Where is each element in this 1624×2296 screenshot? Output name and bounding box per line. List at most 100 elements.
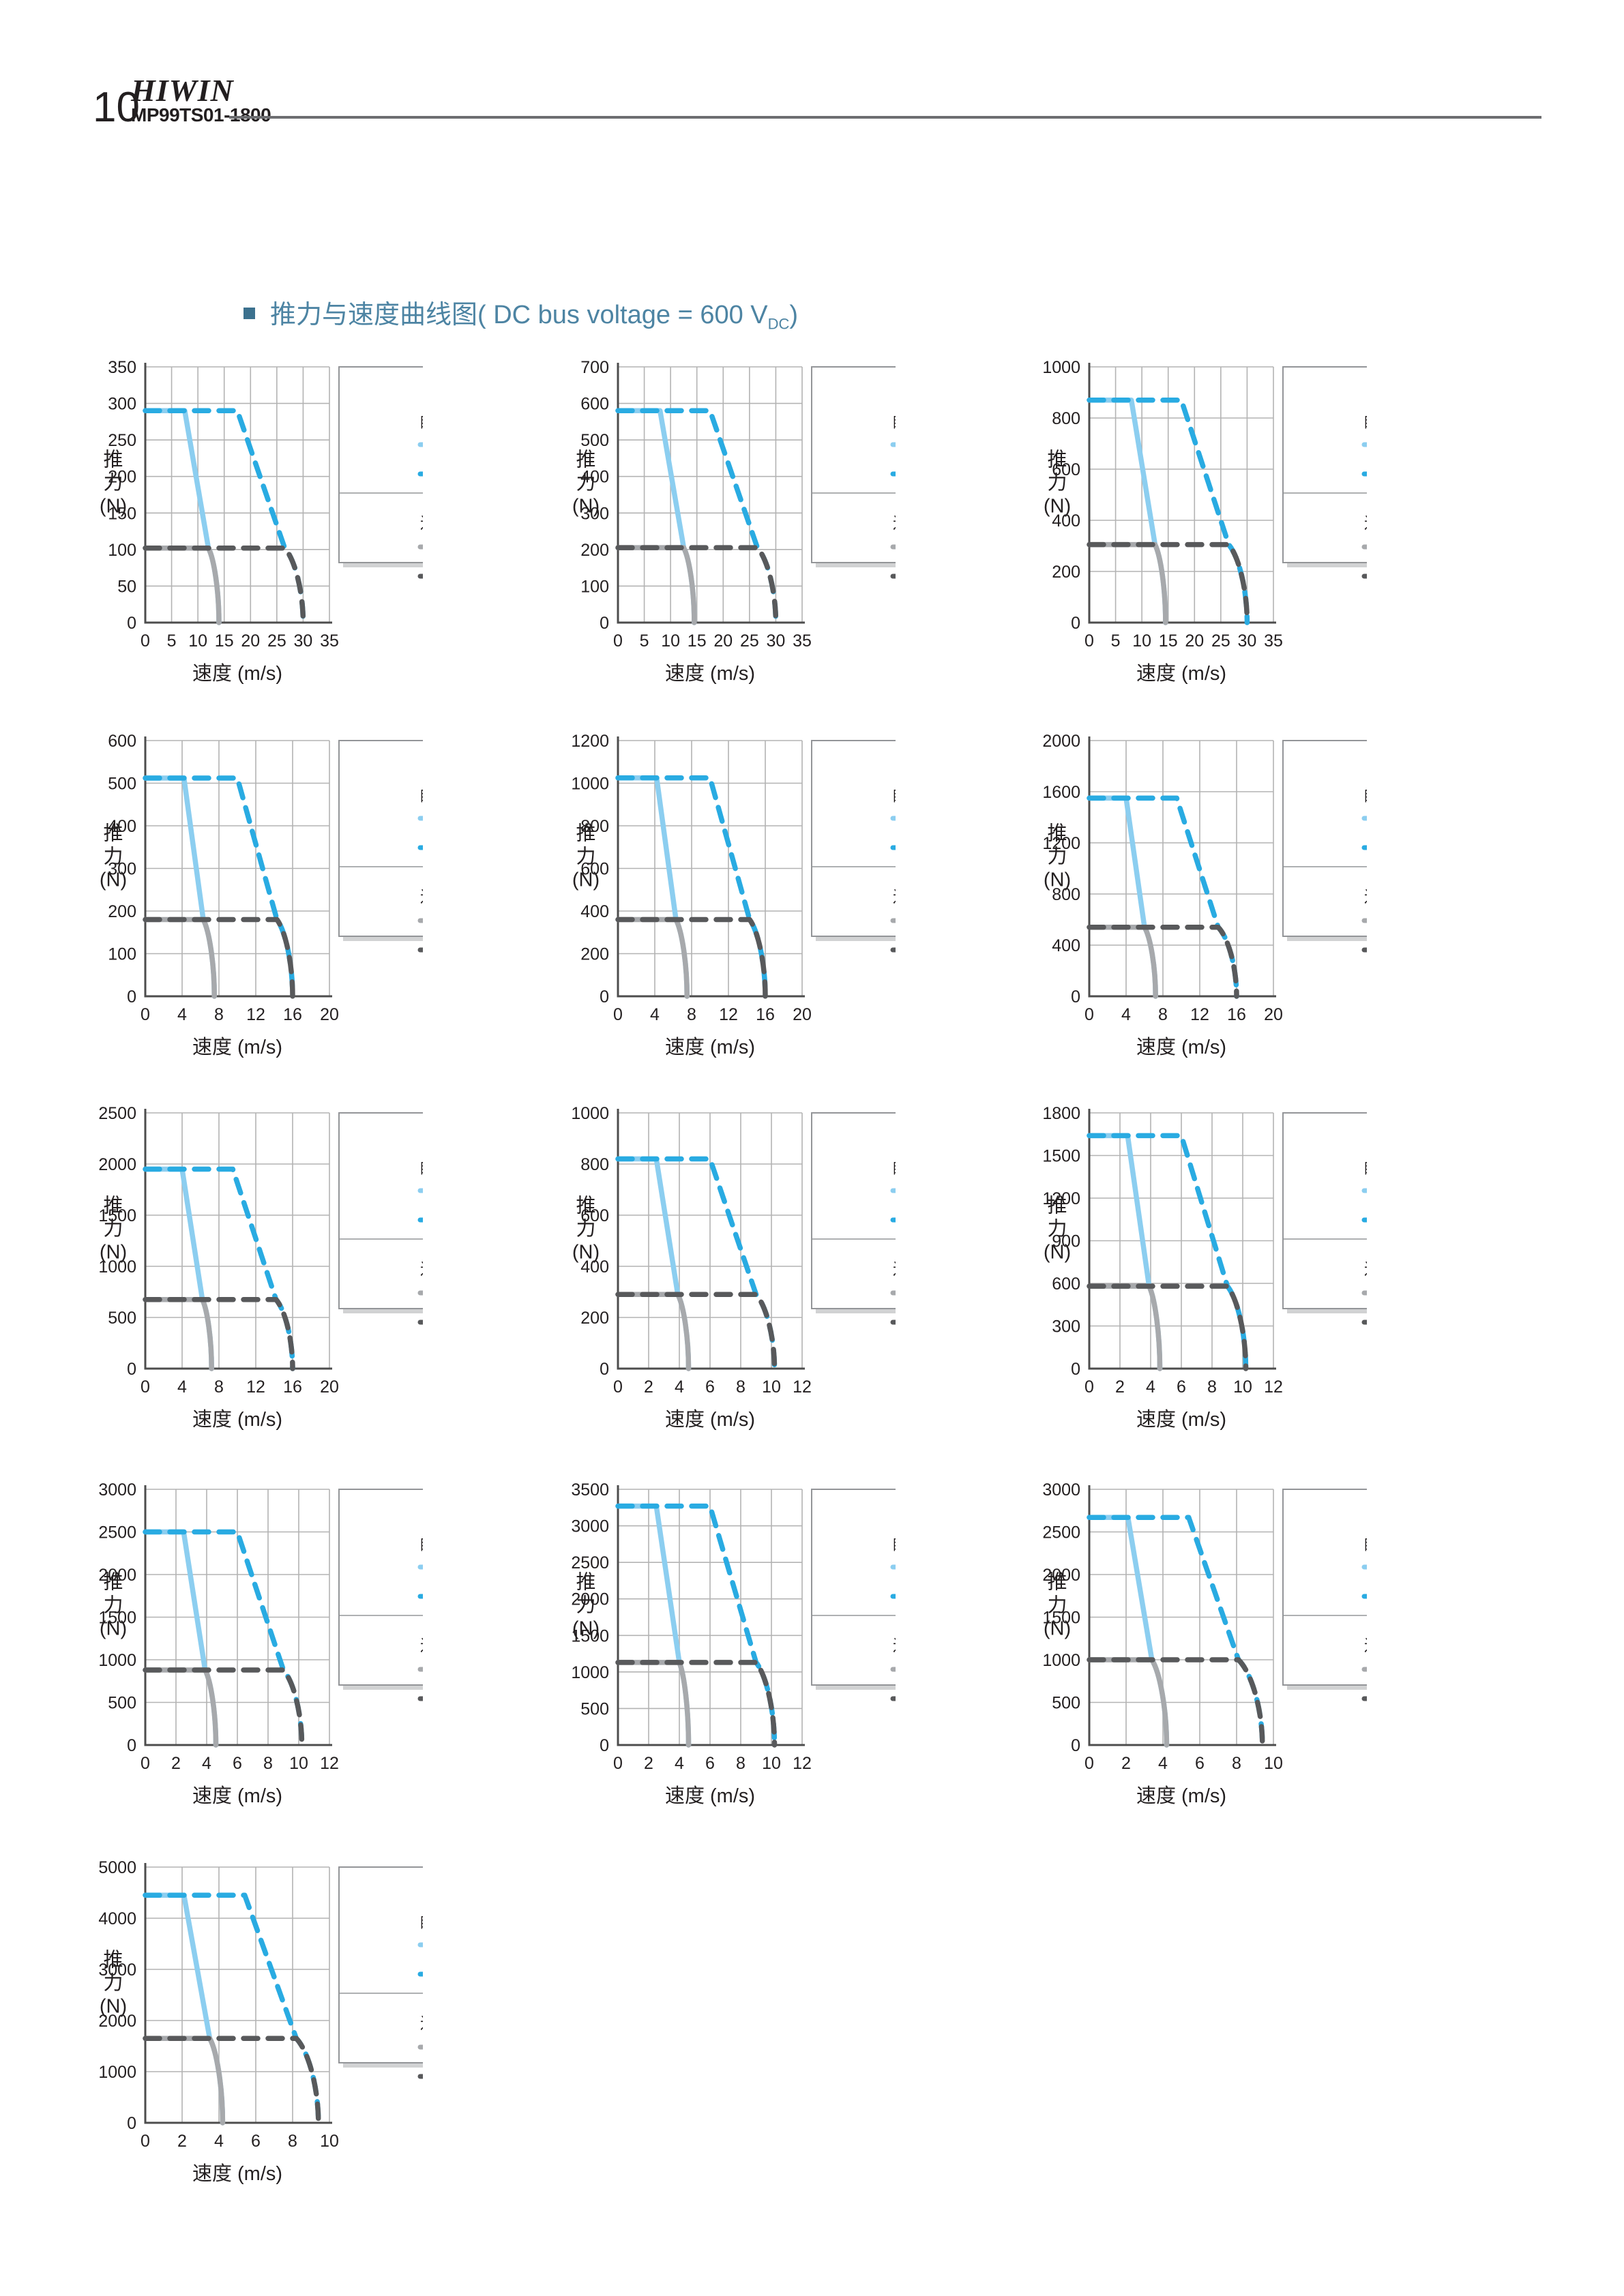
- y-axis-title-line: (N): [572, 869, 600, 891]
- x-tick-label: 6: [705, 1754, 715, 1773]
- x-tick-label: 20: [241, 631, 260, 651]
- y-tick-label: 200: [108, 468, 136, 487]
- x-tick-label: 35: [1264, 631, 1283, 651]
- y-tick-label: 2500: [1042, 1523, 1080, 1542]
- x-tick-label: 30: [767, 631, 786, 651]
- series-lines: [1087, 1515, 1265, 1748]
- series-lmsa23-fp-solid: [1087, 795, 1158, 999]
- series-lmsa22-fp-solid: [615, 775, 690, 999]
- x-tick-label: 0: [613, 1754, 623, 1773]
- legend-fp-title: 瞬间推力Fp: [1364, 1160, 1367, 1178]
- x-tick-label: 15: [688, 631, 707, 651]
- x-axis-title: 速度 (m/s): [665, 1036, 755, 1058]
- y-tick-label: 200: [1052, 563, 1080, 582]
- y-tick-label: 1800: [1042, 1104, 1080, 1123]
- y-tick-label: 2000: [98, 2012, 136, 2031]
- x-tick-label: 25: [267, 631, 286, 651]
- series-lmsa33l-fc-dashed: [143, 1667, 305, 1748]
- y-tick-label: 1200: [1042, 834, 1080, 853]
- y-tick-label: 3000: [571, 1517, 609, 1536]
- y-axis-title-line: 推: [1047, 449, 1067, 471]
- y-tick-label: 350: [108, 358, 136, 377]
- series-lines: [143, 1166, 295, 1371]
- y-axis-title-line: 推: [103, 1195, 123, 1217]
- x-tick-label: 12: [1264, 1377, 1283, 1397]
- y-axis-title: 推力(N): [100, 1195, 127, 1264]
- x-tick-label: 10: [188, 631, 207, 651]
- x-tick-label: 8: [214, 1005, 224, 1024]
- x-tick-label: 30: [294, 631, 313, 651]
- y-tick-label: 2500: [571, 1553, 609, 1572]
- series-lmsa24l-fc-dashed: [143, 1297, 295, 1371]
- x-tick-label: 2: [1115, 1377, 1125, 1397]
- y-tick-label: 0: [1071, 614, 1080, 633]
- series-lmsac5-fp-solid: [143, 1892, 226, 2126]
- y-tick-label: 1500: [98, 1609, 136, 1628]
- series-lmsa34l-fc-dashed: [615, 1660, 778, 1748]
- x-tick-label: 0: [1084, 631, 1094, 651]
- legend-box: [338, 1866, 423, 2063]
- x-tick-label: 4: [650, 1005, 660, 1024]
- legend-fp-title: 瞬间推力Fp: [893, 788, 896, 805]
- y-tick-label: 3500: [571, 1480, 609, 1500]
- chart-legend: 瞬间推力Fp连续推力FcLMSA12LMSA12LLMSA12LMSA12L: [811, 366, 896, 579]
- x-tick-label: 15: [1159, 631, 1178, 651]
- x-tick-label: 0: [141, 2132, 150, 2151]
- legend-fc-title: 连续推力Fc: [1364, 1637, 1367, 1654]
- y-tick-label: 0: [1071, 987, 1080, 1007]
- x-tick-label: 10: [762, 1754, 781, 1773]
- y-tick-label: 150: [108, 504, 136, 523]
- x-tick-label: 25: [1211, 631, 1230, 651]
- series-lmsa21l-fc-dashed: [143, 916, 295, 999]
- y-tick-label: 0: [127, 1736, 136, 1755]
- chart-legend: 瞬间推力Fp连续推力FcLMSA23LMSA23LLMSA23LMSA23L: [1282, 740, 1367, 953]
- axis-tick-labels: 0 1000 2000 3000 4000 5000 0 2 4 6 8 10: [98, 1858, 339, 2151]
- series-lines: [615, 1503, 778, 1748]
- x-tick-label: 12: [793, 1754, 812, 1773]
- x-tick-label: 8: [736, 1754, 745, 1773]
- x-tick-label: 10: [1132, 631, 1151, 651]
- axis-tick-labels: 0 100 200 300 400 500 600 0 4 8 12 16 20: [108, 732, 339, 1024]
- x-tick-label: 10: [1233, 1377, 1252, 1397]
- x-tick-label: 20: [320, 1377, 339, 1397]
- y-axis-title-line: (N): [1044, 1618, 1071, 1640]
- y-axis-title-line: 力: [103, 472, 123, 494]
- y-tick-label: 1500: [1042, 1147, 1080, 1166]
- y-axis-title-line: 推: [1047, 822, 1067, 845]
- axis-tick-labels: 0 200 400 600 800 1000 1200 0 4 8 12 16 20: [571, 732, 812, 1024]
- y-tick-label: 600: [1052, 460, 1080, 479]
- x-tick-label: 20: [793, 1005, 812, 1024]
- y-tick-label: 1000: [98, 1257, 136, 1277]
- x-tick-label: 12: [246, 1377, 265, 1397]
- legend-box: [1282, 366, 1367, 563]
- legend-box: [1282, 740, 1367, 937]
- legend-fp-title: 瞬间推力Fp: [1364, 1536, 1367, 1554]
- y-tick-label: 2000: [571, 1590, 609, 1609]
- series-lmsa23-fc-solid: [1087, 925, 1158, 999]
- y-axis-title: 推力(N): [1044, 449, 1071, 518]
- x-tick-label: 0: [141, 1377, 150, 1397]
- x-tick-label: 12: [1190, 1005, 1209, 1024]
- y-tick-label: 500: [108, 775, 136, 794]
- series-lines: [143, 1892, 321, 2126]
- chart-legend: 瞬间推力Fp连续推力FcLMSAC5LMSAC5LLMSAC5LMSAC5L: [338, 1866, 423, 2079]
- chart-lmsa24: 0 500 1000 1500 2000 2500 0 4 8 12 16 20 推力(N) 速度 (m/…: [98, 1104, 423, 1431]
- y-tick-label: 1000: [571, 1104, 609, 1123]
- y-tick-label: 600: [580, 1206, 609, 1225]
- chart-lmsa32: 0 300 600 900 1200 1500 1800 0 2 4 6 8 10 12 推力(N) 速度 (…: [1042, 1104, 1367, 1431]
- x-tick-label: 35: [320, 631, 339, 651]
- y-tick-label: 2000: [1042, 732, 1080, 751]
- legend-fc-title: 连续推力Fc: [1364, 888, 1367, 906]
- series-lmsa32-fp-solid: [1087, 1133, 1163, 1371]
- doc-code: MP99TS01-1800: [131, 104, 271, 125]
- x-tick-label: 35: [793, 631, 812, 651]
- series-lines: [1087, 795, 1239, 999]
- legend-box: [338, 1489, 423, 1686]
- y-tick-label: 600: [580, 860, 609, 879]
- y-tick-label: 1500: [1042, 1609, 1080, 1628]
- y-axis-title: 推力(N): [100, 822, 127, 891]
- legend-box: [811, 1489, 896, 1686]
